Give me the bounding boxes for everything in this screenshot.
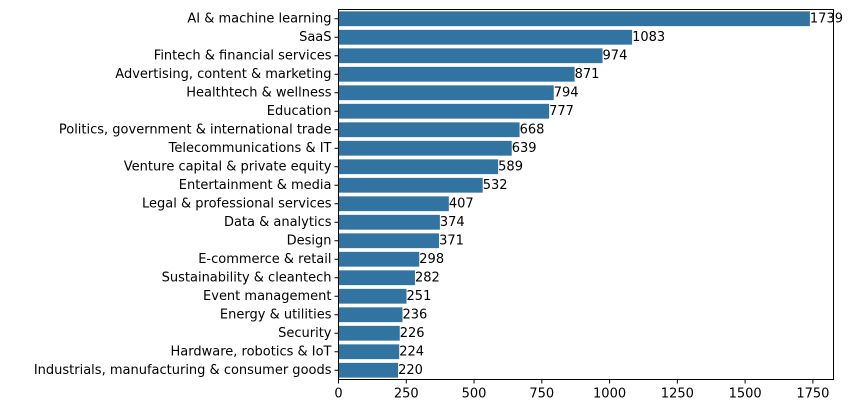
category-label: Politics, government & international tra… — [59, 122, 332, 137]
value-label: 871 — [575, 67, 600, 82]
bar — [338, 196, 449, 212]
bar — [338, 103, 550, 119]
x-tick-label: 1500 — [729, 387, 762, 402]
value-label: 1083 — [632, 30, 665, 45]
value-label: 777 — [549, 104, 574, 119]
bar — [338, 270, 415, 286]
value-label: 371 — [439, 233, 464, 248]
category-labels-group: AI & machine learning SaaS Fintech & finan… — [34, 11, 339, 378]
bar — [338, 362, 399, 378]
value-label: 589 — [498, 159, 523, 174]
category-label: Venture capital & private equity — [124, 159, 332, 174]
bar — [338, 48, 603, 64]
value-label: 236 — [402, 307, 427, 322]
bar — [338, 66, 575, 82]
bar — [338, 85, 554, 101]
category-label: Legal & professional services — [142, 196, 332, 211]
category-label: Healthtech & wellness — [186, 85, 331, 100]
value-label: 1739 — [810, 11, 843, 26]
value-label: 407 — [449, 196, 474, 211]
category-label: E-commerce & retail — [198, 252, 331, 267]
value-label: 974 — [603, 48, 628, 63]
category-label: Hardware, robotics & IoT — [170, 344, 331, 359]
bar — [338, 159, 499, 175]
bars-group — [338, 11, 810, 378]
x-tick-label: 750 — [529, 387, 554, 402]
plot-frame — [338, 9, 834, 380]
category-label: Fintech & financial services — [154, 48, 332, 63]
value-label: 220 — [398, 363, 423, 378]
x-tick-label: 1750 — [796, 387, 829, 402]
value-label: 251 — [407, 289, 432, 304]
category-label: Entertainment & media — [179, 178, 332, 193]
bar — [338, 214, 440, 230]
bar — [338, 307, 403, 323]
value-label: 224 — [399, 344, 424, 359]
bar — [338, 325, 400, 341]
category-label: Energy & utilities — [220, 307, 332, 322]
bar — [338, 344, 400, 360]
value-label: 374 — [440, 215, 465, 230]
bar — [338, 140, 512, 156]
x-tick-label: 250 — [394, 387, 419, 402]
category-label: Security — [278, 326, 332, 341]
bar — [338, 11, 810, 27]
category-label: Sustainability & cleantech — [162, 270, 332, 285]
value-label: 794 — [554, 85, 579, 100]
value-label: 532 — [483, 178, 508, 193]
bar — [338, 251, 420, 267]
category-label: SaaS — [299, 30, 331, 45]
value-label: 282 — [415, 270, 440, 285]
category-label: Advertising, content & marketing — [115, 67, 331, 82]
value-label: 298 — [419, 252, 444, 267]
value-label: 639 — [512, 141, 537, 156]
bar — [338, 177, 483, 193]
category-label: Industrials, manufacturing & consumer go… — [34, 363, 332, 378]
x-tick-label: 1250 — [661, 387, 694, 402]
bar — [338, 29, 633, 45]
x-tick-label: 500 — [462, 387, 487, 402]
value-label: 668 — [520, 122, 545, 137]
category-label: AI & machine learning — [187, 11, 331, 26]
x-axis-ticks-group: 0 250 500 750 1000 1250 1500 1750 — [334, 379, 829, 402]
category-label: Education — [267, 104, 332, 119]
x-tick-label: 0 — [334, 387, 342, 402]
bar — [338, 233, 440, 249]
x-tick-label: 1000 — [593, 387, 626, 402]
value-label: 226 — [400, 326, 425, 341]
category-label: Data & analytics — [224, 215, 332, 230]
category-label: Telecommunications & IT — [168, 141, 332, 156]
category-label: Design — [287, 233, 332, 248]
category-label: Event management — [203, 289, 331, 304]
bar — [338, 122, 520, 138]
bar — [338, 288, 407, 304]
